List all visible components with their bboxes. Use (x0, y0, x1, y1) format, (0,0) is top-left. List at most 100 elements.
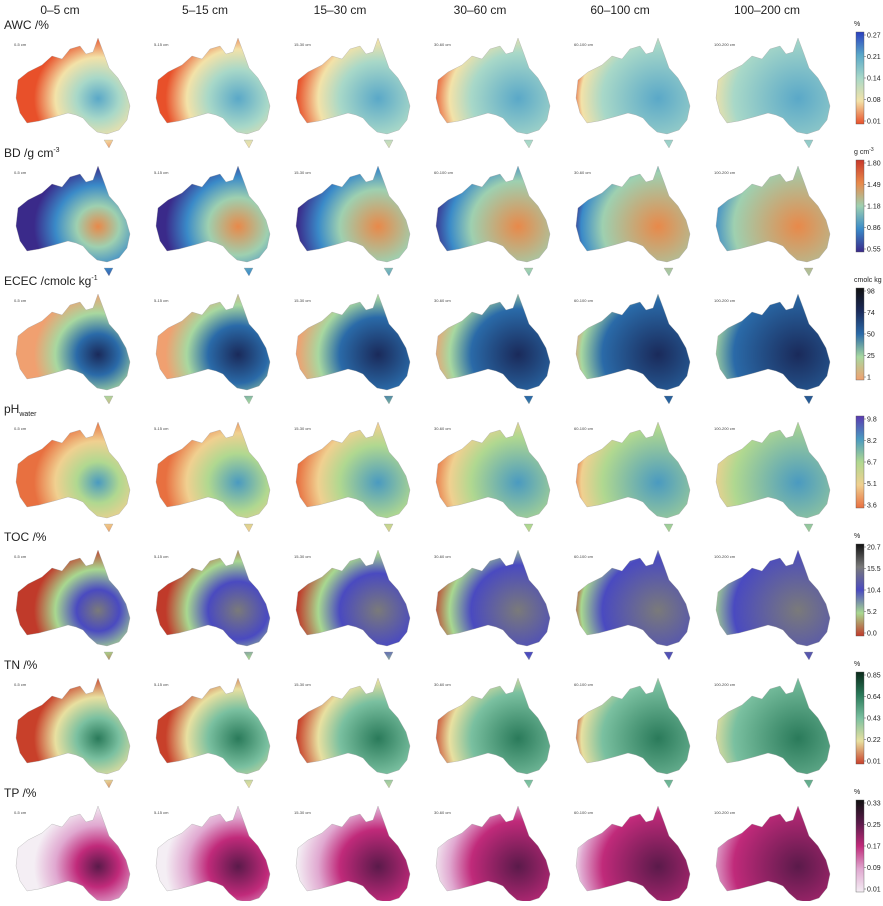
colorbar-tick-label: 6.7 (867, 460, 877, 467)
map (436, 678, 550, 788)
australia-map (156, 422, 270, 532)
australia-map (296, 678, 410, 788)
colorbar (856, 288, 864, 380)
map (296, 294, 410, 404)
colorbar-tick-label: 5.1 (867, 481, 877, 488)
australia-map (436, 678, 550, 788)
colorbar-unit: g cm-3 (854, 147, 874, 156)
map (156, 38, 270, 148)
column-header: 30–60 cm (454, 3, 507, 17)
map (716, 422, 830, 532)
colorbar-tick-label: 0.27 (867, 33, 881, 40)
row-label: TP /% (4, 786, 37, 800)
australia-map (576, 422, 690, 532)
australia-map (16, 38, 130, 148)
colorbar-unit: % (854, 789, 860, 796)
colorbar-unit-text: cmolc kg (854, 277, 882, 284)
map (16, 38, 130, 148)
colorbar-unit-text: % (854, 21, 860, 28)
colorbar-tick-label: 0.21 (867, 54, 881, 61)
map (716, 294, 830, 404)
colorbar-tick-label: 5.2 (867, 609, 877, 616)
column-header: 60–100 cm (590, 3, 649, 17)
map-depth-label: 0-5 cm (14, 426, 27, 431)
map (156, 422, 270, 532)
row-label-text: TN /% (4, 658, 38, 672)
map-depth-label: 0-5 cm (14, 682, 27, 687)
map-depth-label: 100-200 cm (714, 170, 736, 175)
map-depth-label: 60-100 cm (574, 554, 594, 559)
map-depth-label: 30-60 cm (434, 810, 451, 815)
map-depth-label: 30-60 cm (434, 554, 451, 559)
colorbar-tick-label: 0.85 (867, 673, 881, 680)
australia-map (156, 550, 270, 660)
map (296, 806, 410, 901)
map-depth-label: 100-200 cm (714, 42, 736, 47)
map-depth-label: 5-15 cm (154, 298, 169, 303)
colorbar-tick-label: 0.64 (867, 694, 881, 701)
map-depth-label: 5-15 cm (154, 810, 169, 815)
australia-map (576, 166, 690, 276)
row-label-text: AWC /% (4, 18, 49, 32)
australia-map (716, 166, 830, 276)
map-depth-label: 15-30 cm (294, 42, 311, 47)
map (156, 294, 270, 404)
column-header: 15–30 cm (314, 3, 367, 17)
row-label: AWC /% (4, 18, 49, 32)
row-label-text: ECEC /cmolc kg (4, 274, 91, 288)
map (436, 550, 550, 660)
map (296, 166, 410, 276)
map (716, 678, 830, 788)
map-depth-label: 5-15 cm (154, 554, 169, 559)
colorbar-unit: cmolc kg (854, 277, 882, 284)
colorbar-tick-label: 0.55 (867, 247, 881, 254)
map (436, 806, 550, 901)
colorbar-tick-label: 1.49 (867, 182, 881, 189)
map-depth-label: 5-15 cm (154, 170, 169, 175)
map (576, 550, 690, 660)
australia-map (576, 38, 690, 148)
map-depth-label: 0-5 cm (14, 810, 27, 815)
map (156, 550, 270, 660)
figure: 0–5 cm5–15 cm15–30 cm30–60 cm60–100 cm10… (0, 0, 883, 901)
colorbar-tick-label: 0.0 (867, 631, 877, 638)
map (436, 422, 550, 532)
australia-map (436, 806, 550, 901)
map-depth-label: 5-15 cm (154, 426, 169, 431)
map-depth-label: 5-15 cm (154, 682, 169, 687)
australia-map (576, 294, 690, 404)
australia-map (156, 678, 270, 788)
map (716, 38, 830, 148)
map-depth-label: 100-200 cm (714, 810, 736, 815)
colorbar-tick-label: 50 (867, 332, 875, 339)
row-label-text: TOC /% (4, 530, 47, 544)
colorbar-tick-label: 0.43 (867, 716, 881, 723)
colorbar-tick-label: 1 (867, 375, 871, 382)
colorbar-tick-label: 1.80 (867, 161, 881, 168)
australia-map (436, 166, 550, 276)
map (296, 38, 410, 148)
map (576, 422, 690, 532)
colorbar-tick-label: 0.08 (867, 97, 881, 104)
map-depth-label: 60-100 cm (434, 170, 454, 175)
map-depth-label: 100-200 cm (714, 426, 736, 431)
map (436, 38, 550, 148)
map (156, 806, 270, 901)
colorbar (856, 416, 864, 508)
colorbar (856, 160, 864, 252)
australia-map (716, 806, 830, 901)
colorbar-tick-label: 0.01 (867, 887, 881, 894)
column-header: 0–5 cm (40, 3, 79, 17)
map-depth-label: 0-5 cm (14, 298, 27, 303)
colorbar-tick-label: 98 (867, 289, 875, 296)
australia-map (16, 422, 130, 532)
row-label-text: TP /% (4, 786, 37, 800)
map-depth-label: 0-5 cm (14, 554, 27, 559)
colorbar-unit-text: % (854, 533, 860, 540)
map-depth-label: 100-200 cm (714, 682, 736, 687)
map (576, 38, 690, 148)
australia-map (16, 806, 130, 901)
map-depth-label: 15-30 cm (294, 170, 311, 175)
colorbar-tick-label: 0.14 (867, 76, 881, 83)
row-label-text: pH (4, 402, 19, 416)
